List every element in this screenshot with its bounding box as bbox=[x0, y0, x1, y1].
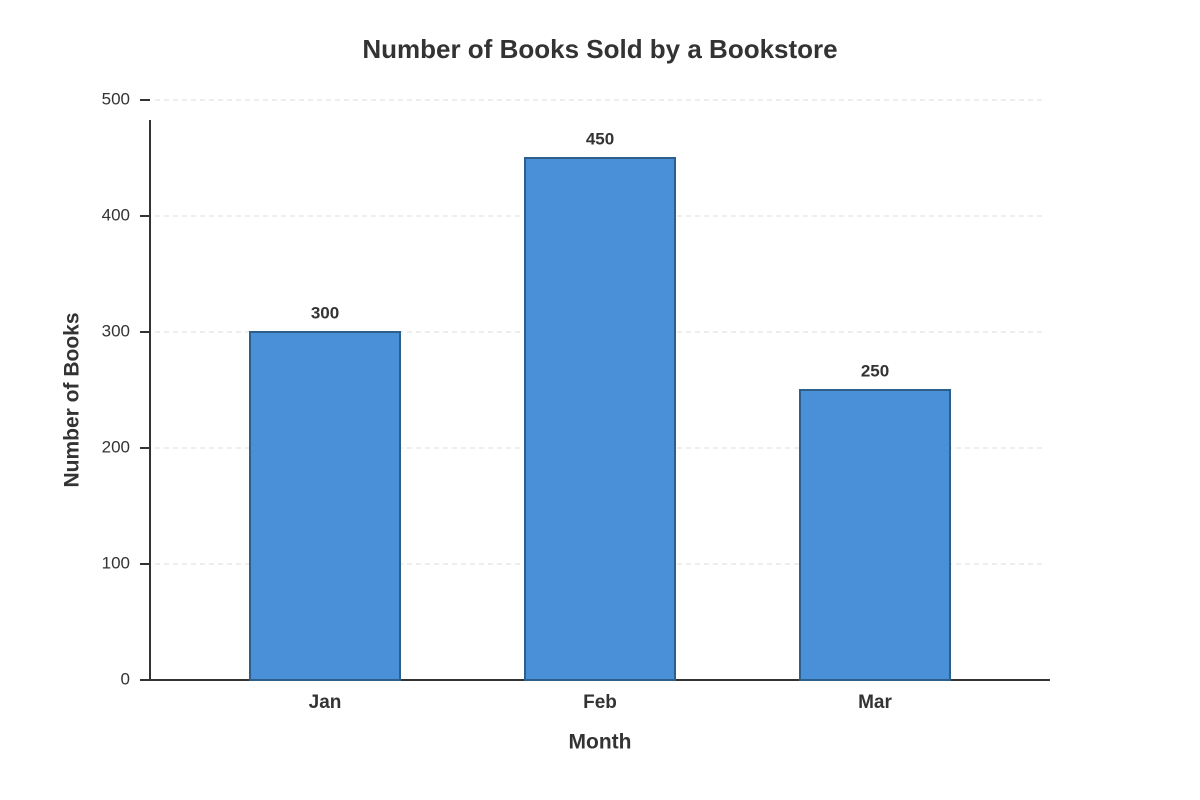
y-tick-label: 100 bbox=[102, 553, 130, 572]
value-label: 450 bbox=[586, 129, 614, 148]
bar bbox=[799, 389, 951, 681]
value-label: 300 bbox=[311, 303, 339, 322]
y-tick-label: 500 bbox=[102, 89, 130, 108]
value-label: 250 bbox=[861, 361, 889, 380]
y-tick-label: 200 bbox=[102, 437, 130, 456]
x-tick-label: Feb bbox=[583, 692, 617, 713]
y-tick-label: 0 bbox=[121, 669, 130, 688]
y-tick-label: 400 bbox=[102, 205, 130, 224]
x-axis-label: Month bbox=[569, 731, 632, 754]
y-axis-label: Number of Books bbox=[61, 312, 84, 487]
chart-title: Number of Books Sold by a Bookstore bbox=[362, 34, 837, 64]
y-tick-label: 300 bbox=[102, 321, 130, 340]
bar bbox=[249, 331, 401, 681]
x-tick-label: Jan bbox=[309, 692, 342, 713]
bar bbox=[524, 157, 676, 681]
x-tick-label: Mar bbox=[858, 692, 892, 713]
